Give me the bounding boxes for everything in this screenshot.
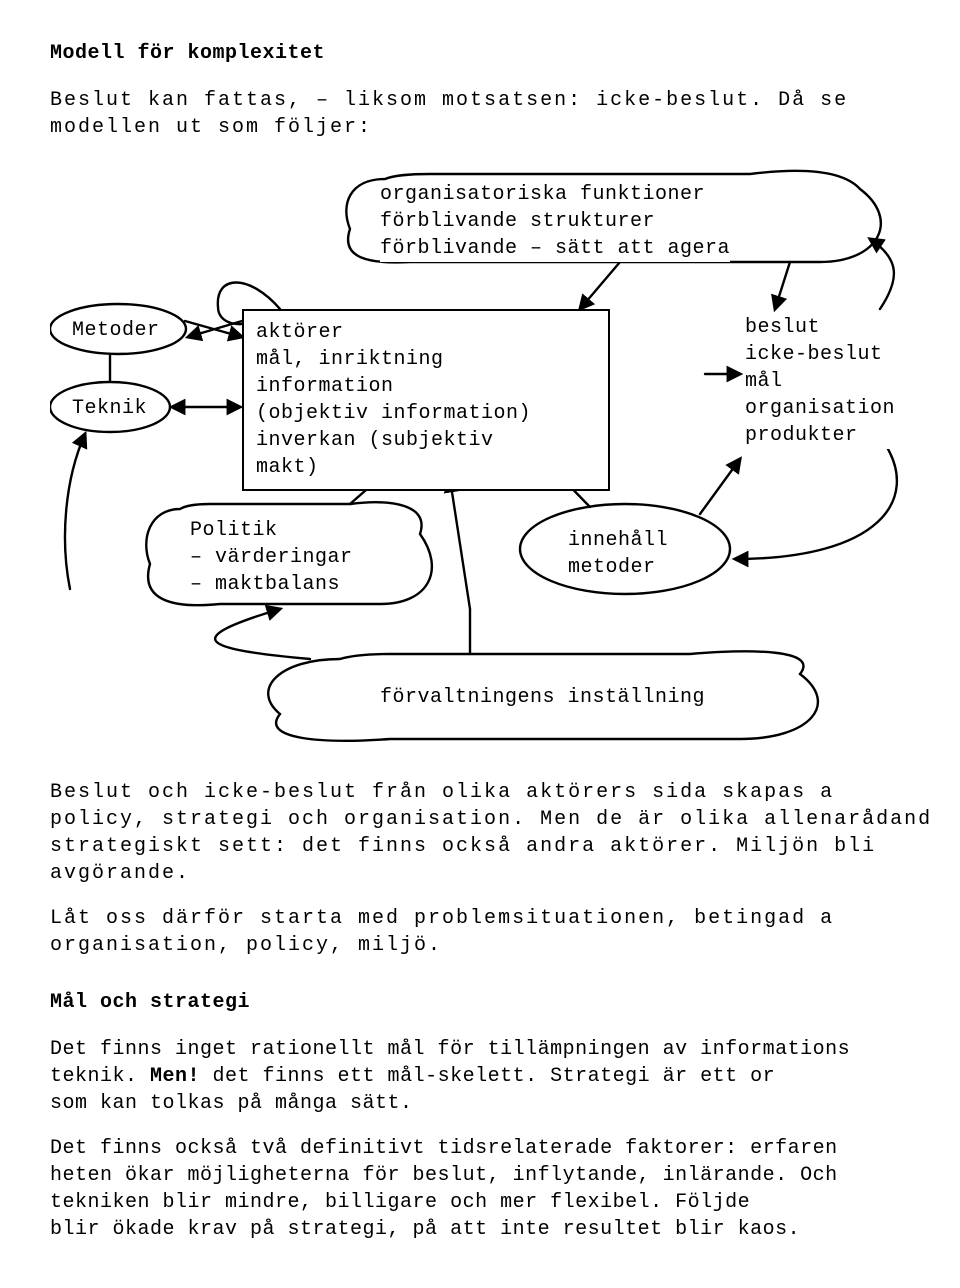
right-l4: organisation (745, 397, 895, 420)
politik-l2: – värderingar (190, 546, 353, 569)
top-bubble-l3: förblivande – sätt att agera (380, 237, 730, 260)
intro-l1: Beslut kan fattas, – liksom motsatsen: i… (50, 89, 848, 112)
metoder-bubble: Metoder (72, 317, 160, 344)
intro-l2: modellen ut som följer: (50, 116, 372, 139)
p4l3: som kan tolkas på många sätt. (50, 1092, 413, 1115)
p5l2: heten ökar möjligheterna för beslut, inf… (50, 1164, 838, 1187)
para-start: Låt oss därför starta med problemsituati… (50, 905, 960, 959)
p2l1: Beslut och icke-beslut från olika aktöre… (50, 781, 834, 804)
para-factors: Det finns också två definitivt tidsrelat… (50, 1135, 960, 1243)
page: Modell för komplexitet Beslut kan fattas… (0, 0, 960, 1243)
innehall-l1: innehåll (568, 529, 668, 552)
p2l4: avgörande. (50, 862, 190, 885)
p5l3: tekniken blir mindre, billigare och mer … (50, 1191, 750, 1214)
diagram: organisatoriska funktioner förblivande s… (50, 159, 950, 749)
p4l2b: Men! (150, 1065, 200, 1088)
p2l2: policy, strategi och organisation. Men d… (50, 808, 932, 831)
top-bubble-l1: organisatoriska funktioner (380, 183, 705, 206)
para-decisions: Beslut och icke-beslut från olika aktöre… (50, 779, 960, 887)
p2l3: strategiskt sett: det finns också andra … (50, 835, 876, 858)
p4l2a: teknik. (50, 1065, 150, 1088)
heading-model: Modell för komplexitet (50, 40, 960, 67)
intro-paragraph: Beslut kan fattas, – liksom motsatsen: i… (50, 87, 960, 141)
p4l2c: det finns ett mål-skelett. Strategi är e… (200, 1065, 775, 1088)
center-box: aktörer mål, inriktning information (obj… (242, 309, 610, 491)
bottom-bubble: förvaltningens inställning (380, 684, 705, 711)
teknik-bubble: Teknik (72, 395, 147, 422)
right-l1: beslut (745, 316, 820, 339)
innehall-bubble: innehåll metoder (568, 527, 668, 581)
center-l1: aktörer (256, 321, 344, 344)
politik-bubble: Politik – värderingar – maktbalans (190, 517, 353, 598)
center-l5: inverkan (subjektiv (256, 429, 494, 452)
para-goals: Det finns inget rationellt mål för tillä… (50, 1036, 960, 1117)
top-bubble-l2: förblivande strukturer (380, 210, 655, 233)
center-l4: (objektiv information) (256, 402, 531, 425)
center-l2: mål, inriktning (256, 348, 444, 371)
p4l1: Det finns inget rationellt mål för tillä… (50, 1038, 850, 1061)
right-l3: mål (745, 370, 783, 393)
heading-goals: Mål och strategi (50, 989, 960, 1016)
right-l2: icke-beslut (745, 343, 883, 366)
innehall-l2: metoder (568, 556, 656, 579)
p5l4: blir ökade krav på strategi, på att inte… (50, 1218, 800, 1241)
politik-l1: Politik (190, 519, 278, 542)
politik-l3: – maktbalans (190, 573, 340, 596)
right-list: beslut icke-beslut mål organisation prod… (745, 314, 895, 449)
center-l6: makt) (256, 456, 319, 479)
right-l5: produkter (745, 424, 858, 447)
top-bubble: organisatoriska funktioner förblivande s… (380, 181, 730, 262)
p5l1: Det finns också två definitivt tidsrelat… (50, 1137, 838, 1160)
p3l2: organisation, policy, miljö. (50, 934, 442, 957)
center-l3: information (256, 375, 394, 398)
p3l1: Låt oss därför starta med problemsituati… (50, 907, 834, 930)
